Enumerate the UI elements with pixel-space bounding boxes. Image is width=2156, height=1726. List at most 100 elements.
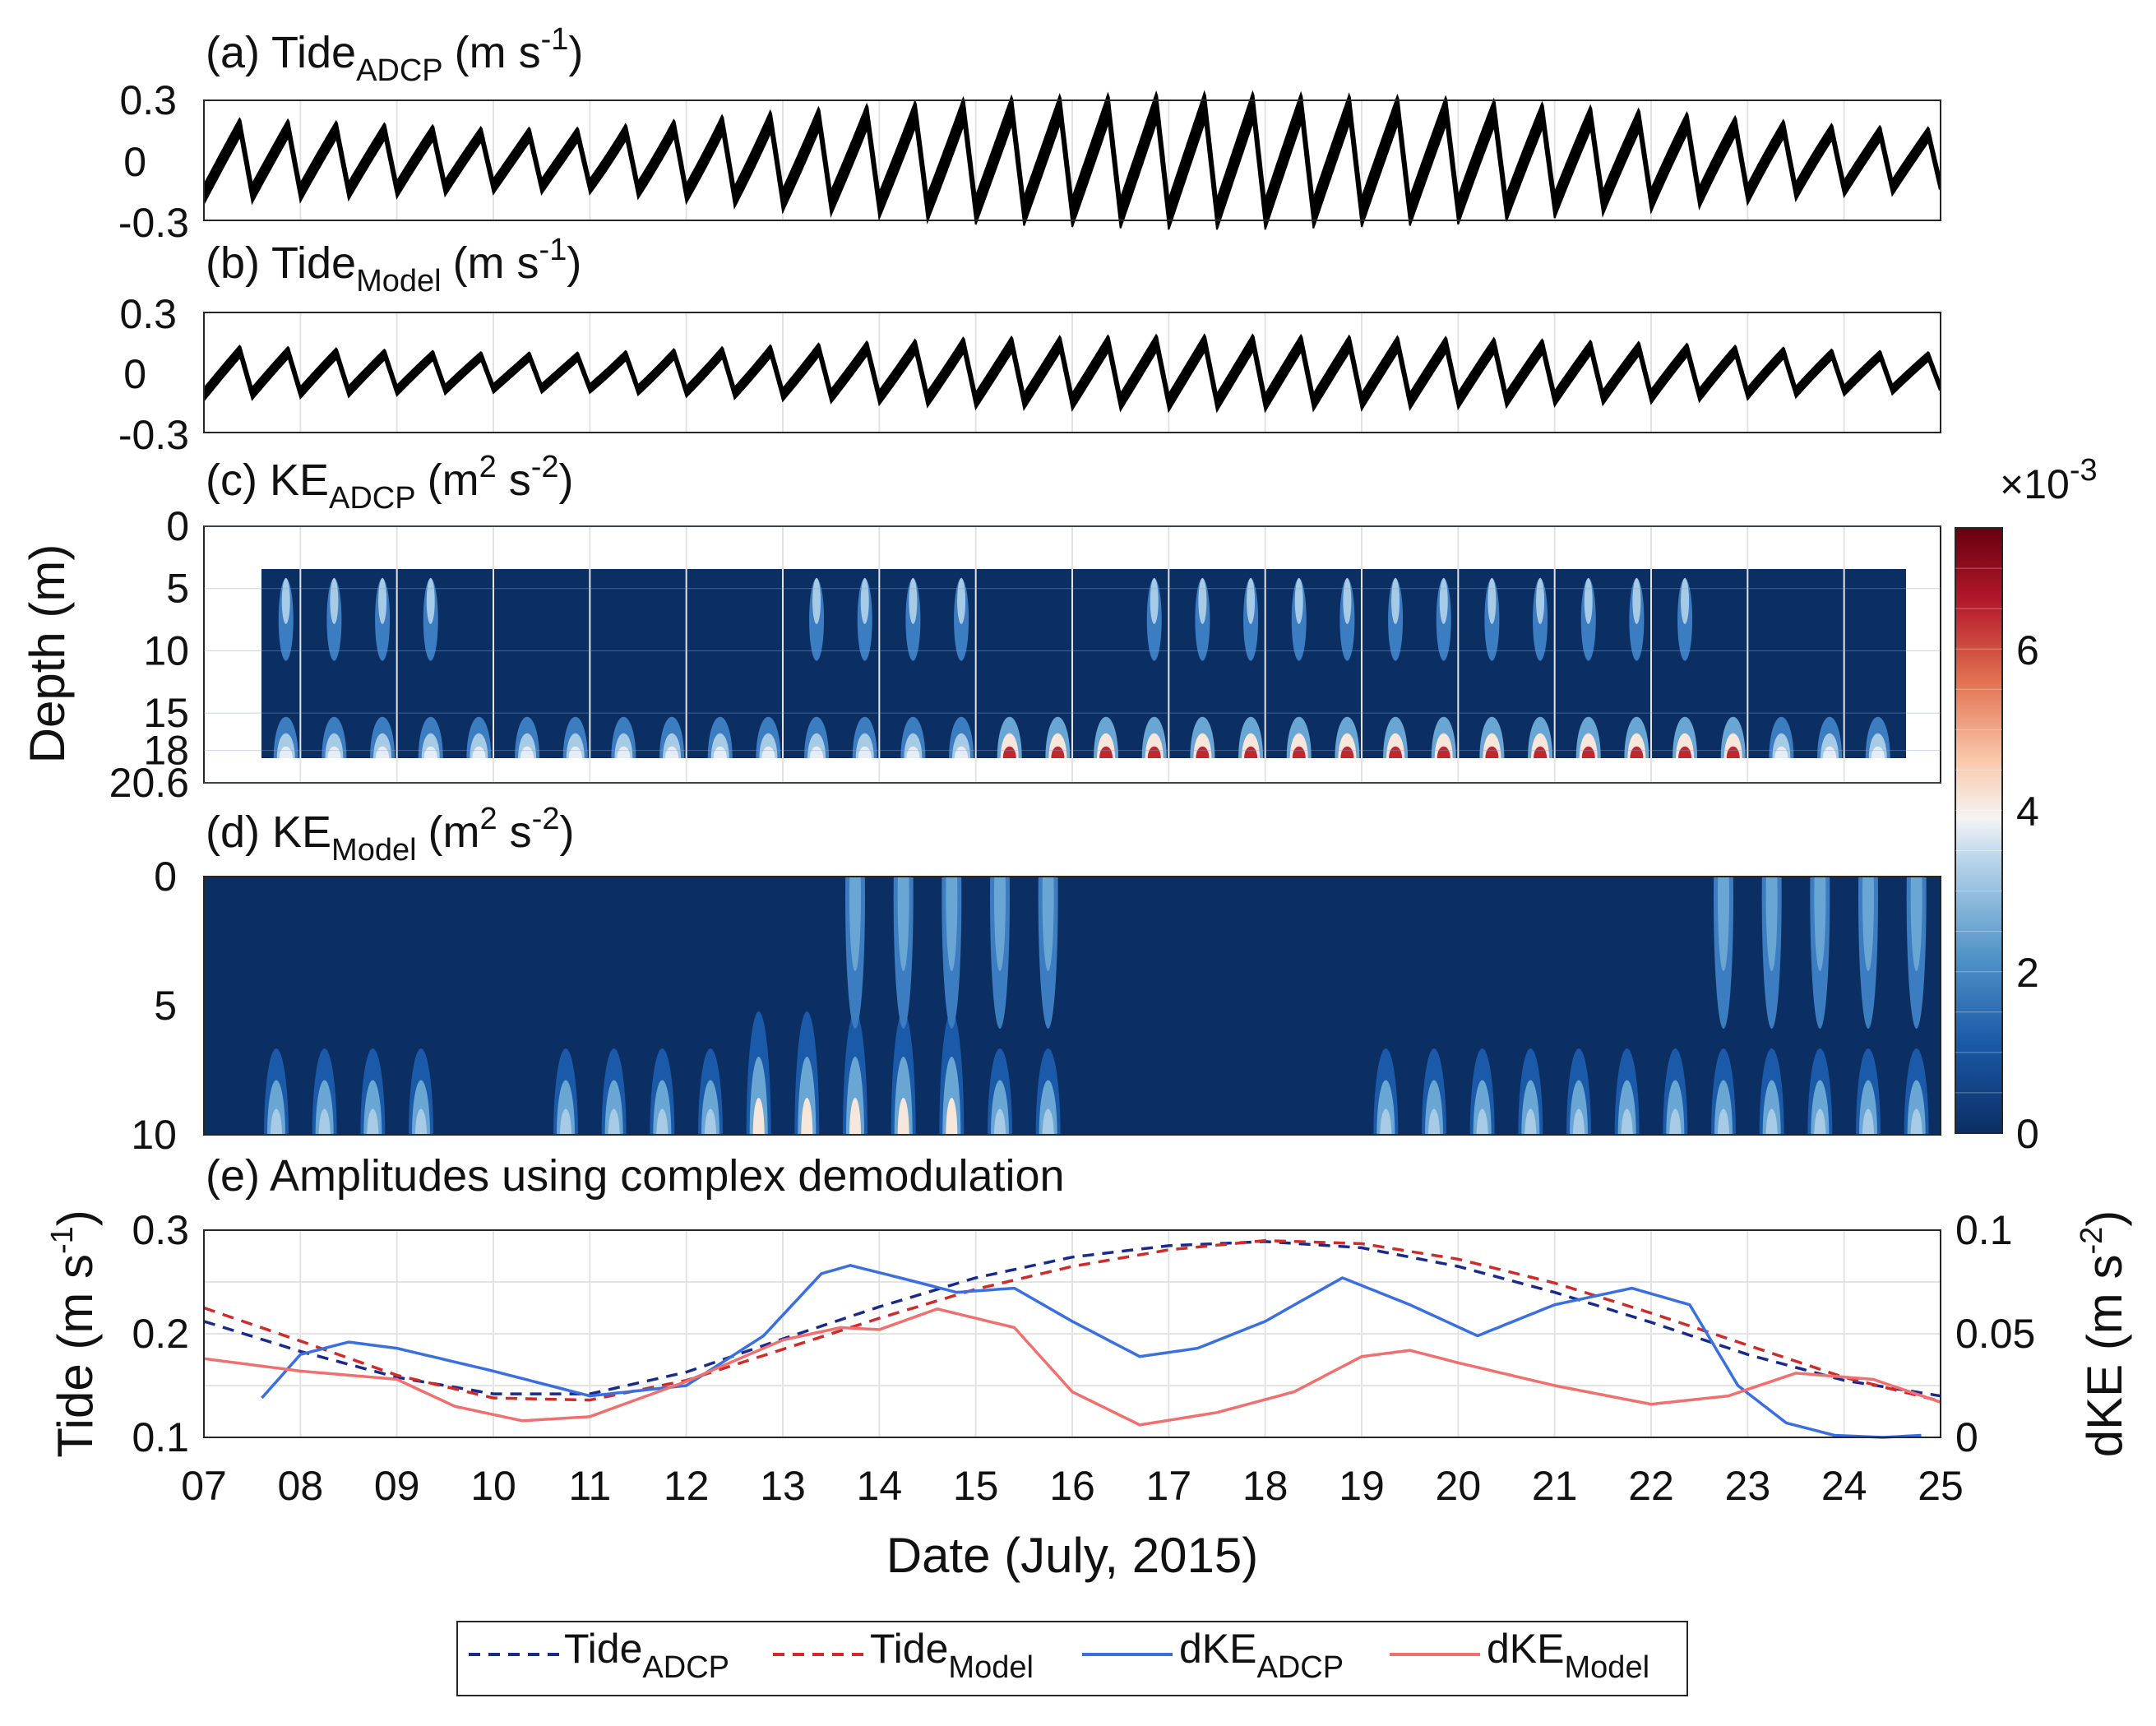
ke-cell	[1391, 577, 1400, 624]
panel-b-ytick-bottom: -0.3	[118, 412, 189, 458]
legend-label-tide-adcp: TideADCP	[564, 1626, 729, 1685]
ke-cell	[812, 577, 821, 624]
panel-d-ke-field	[264, 877, 1929, 1135]
ke-cell	[330, 577, 339, 624]
panel-e-title: (e) Amplitudes using complex demodulatio…	[206, 1151, 1065, 1201]
ke-cell	[1487, 577, 1497, 624]
ke-cell	[617, 746, 631, 758]
ke-cell	[367, 1108, 379, 1135]
panel-e-ylabel-right: dKE (m s-2)	[2075, 1210, 2132, 1458]
ke-cell	[897, 1098, 909, 1135]
ke-cell	[1581, 746, 1595, 758]
ke-cell	[1681, 577, 1690, 624]
panel-e-xtick: 09	[374, 1463, 420, 1509]
panel-e-series	[203, 1238, 1941, 1439]
panel-a-axes-box	[203, 99, 1941, 221]
ke-cell	[1340, 746, 1354, 758]
panel-a-ytick-top: 0.3	[119, 77, 177, 123]
ke-cell	[376, 746, 390, 758]
ke-cell	[1678, 746, 1692, 758]
ke-cell	[1380, 1108, 1392, 1135]
panel-e-xtick: 21	[1532, 1463, 1578, 1509]
panel-e-xtick: 19	[1339, 1463, 1385, 1509]
legend-item-dke-adcp: dKEADCP	[1082, 1626, 1344, 1685]
ke-cell	[1198, 577, 1207, 624]
ke-cell	[994, 877, 1006, 972]
ke-cell	[415, 1108, 427, 1135]
panel-d-yticks: 0 5 10	[131, 854, 177, 1158]
colorbar-tick-4: 4	[2016, 789, 2039, 835]
ke-cell	[1726, 746, 1740, 758]
ke-cell	[1814, 1108, 1826, 1135]
ke-cell	[957, 577, 966, 624]
panel-b: (b) TideModel (m s-1) 0.3 0 -0.3	[118, 233, 1941, 458]
ke-cell	[1247, 577, 1256, 624]
panel-c-ytick: 0	[166, 503, 189, 549]
ke-cell	[801, 1098, 813, 1135]
panel-e-xtick: 25	[1918, 1463, 1964, 1509]
panel-e-xtick: 24	[1821, 1463, 1867, 1509]
ke-cell	[1476, 1108, 1488, 1135]
panel-e-grid	[203, 1229, 1941, 1438]
panel-e-ytick-right: 0.05	[1955, 1311, 2035, 1357]
ke-cell	[994, 1108, 1006, 1135]
ke-cell	[1584, 577, 1593, 624]
panel-e-xtick: 20	[1436, 1463, 1482, 1509]
ke-cell	[1196, 746, 1210, 758]
ke-cell	[520, 746, 534, 758]
legend-label-dke-adcp: dKEADCP	[1179, 1626, 1344, 1685]
ke-cell	[271, 1108, 282, 1135]
panel-d-ytick: 5	[154, 983, 177, 1029]
panel-c-ytick: 20.6	[109, 760, 189, 806]
ke-cell	[897, 877, 909, 972]
panel-e-ytick-left: 0.3	[132, 1207, 189, 1253]
legend-label-dke-model: dKEModel	[1487, 1626, 1649, 1685]
ke-cell	[1437, 746, 1450, 758]
ke-cell	[1485, 746, 1499, 758]
panel-c-data-field	[261, 569, 1906, 758]
ke-cell	[1534, 746, 1548, 758]
ke-cell	[1765, 877, 1778, 972]
panel-e-axes-box	[203, 1229, 1941, 1438]
panel-c-title: (c) KEADCP (m2 s-2)	[206, 450, 574, 516]
panel-e-xtick: 18	[1242, 1463, 1289, 1509]
ke-cell	[1099, 746, 1113, 758]
colorbar-tick-0: 0	[2016, 1111, 2039, 1157]
ke-cell	[568, 746, 582, 758]
ke-cell	[1343, 577, 1352, 624]
ke-cell	[955, 746, 969, 758]
series-tide-model	[203, 1238, 1941, 1403]
ke-cell	[1244, 746, 1258, 758]
ke-cell	[1630, 746, 1644, 758]
ke-cell	[1718, 1108, 1729, 1135]
panel-e-ytick-right: 0	[1955, 1414, 1978, 1460]
panel-b-tide-trace	[203, 333, 1941, 414]
panel-e-xtick: 13	[760, 1463, 806, 1509]
ke-cell	[1814, 877, 1826, 972]
ke-cell	[1862, 877, 1874, 972]
series-dke-adcp	[261, 1263, 1922, 1439]
ke-cell	[1765, 1108, 1778, 1135]
panel-d-axes-box	[203, 876, 1941, 1136]
ke-cell	[752, 1098, 765, 1135]
colorbar-gradient	[1955, 527, 2003, 1134]
panel-d-ytick: 10	[131, 1112, 177, 1158]
ke-cell	[281, 577, 290, 624]
panel-d-ytick: 0	[154, 854, 177, 900]
ke-cell	[656, 1108, 669, 1135]
colorbar-bands	[1955, 567, 2002, 1094]
ke-cell	[279, 746, 293, 758]
ke-cell	[1147, 746, 1161, 758]
series-dke-model	[203, 1307, 1941, 1427]
ke-cell	[860, 577, 869, 624]
ke-cell	[946, 1098, 958, 1135]
ke-cell	[906, 746, 920, 758]
ke-cell	[849, 1098, 861, 1135]
ke-cell	[1051, 746, 1065, 758]
ke-cell	[608, 1108, 620, 1135]
ke-cell	[1428, 1108, 1440, 1135]
panel-b-ytick-top: 0.3	[119, 291, 177, 337]
legend: TideADCP TideModel dKEADCP dKEModel	[456, 1621, 1688, 1696]
